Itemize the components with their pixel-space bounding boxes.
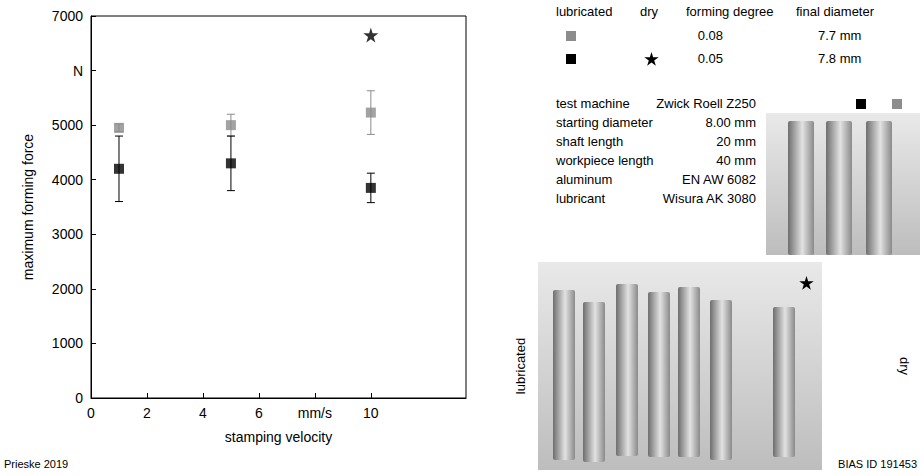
- html-text:40 mm: 40 mm: [716, 153, 756, 168]
- svg-text:stamping velocity: stamping velocity: [225, 429, 332, 445]
- html-text:lubricant: lubricant: [556, 191, 606, 206]
- html-text:lubricated: lubricated: [512, 337, 528, 395]
- svg-text:1000: 1000: [52, 335, 83, 351]
- html-text:20 mm: 20 mm: [716, 134, 756, 149]
- svg-text:3000: 3000: [52, 226, 83, 242]
- svg-text:6: 6: [255, 405, 263, 421]
- html-text:test machine: test machine: [556, 96, 630, 111]
- svg-text:10: 10: [363, 405, 379, 421]
- html-text:7.8 mm: 7.8 mm: [818, 51, 862, 66]
- svg-text:maximum forming force: maximum forming force: [20, 134, 36, 280]
- svg-text:4: 4: [199, 405, 207, 421]
- svg-text:2000: 2000: [52, 281, 83, 297]
- svg-text:0: 0: [87, 405, 95, 421]
- svg-text:mm/s: mm/s: [298, 405, 332, 421]
- html-text:8.00 mm: 8.00 mm: [705, 115, 756, 130]
- html-text:EN AW 6082: EN AW 6082: [682, 172, 756, 187]
- svg-text:7000: 7000: [52, 8, 83, 24]
- html-text:workpiece length: workpiece length: [556, 153, 654, 168]
- svg-text:N: N: [73, 63, 83, 79]
- html-text:starting diameter: starting diameter: [556, 115, 653, 130]
- html-text:0.05: 0.05: [697, 51, 723, 66]
- html-text:final diameter: final diameter: [796, 4, 874, 19]
- html-text:BIAS ID 191453: BIAS ID 191453: [838, 458, 917, 470]
- svg-text:2: 2: [143, 405, 151, 421]
- html-text:Zwick Roell Z250: Zwick Roell Z250: [656, 96, 756, 111]
- html-text:aluminum: aluminum: [556, 172, 613, 187]
- html-text:lubricated: lubricated: [556, 4, 613, 19]
- svg-text:5000: 5000: [52, 117, 83, 133]
- html-text:Wisura AK 3080: Wisura AK 3080: [662, 191, 756, 206]
- html-text:forming degree: forming degree: [686, 4, 774, 19]
- html-text:dry: dry: [640, 4, 659, 19]
- html-text:shaft length: shaft length: [556, 134, 624, 149]
- svg-text:0: 0: [75, 390, 83, 406]
- svg-text:4000: 4000: [52, 172, 83, 188]
- html-text:7.7 mm: 7.7 mm: [818, 28, 862, 43]
- html-text:dry: dry: [896, 357, 912, 375]
- html-text:0.08: 0.08: [697, 28, 723, 43]
- html-text:Prieske 2019: Prieske 2019: [4, 458, 69, 470]
